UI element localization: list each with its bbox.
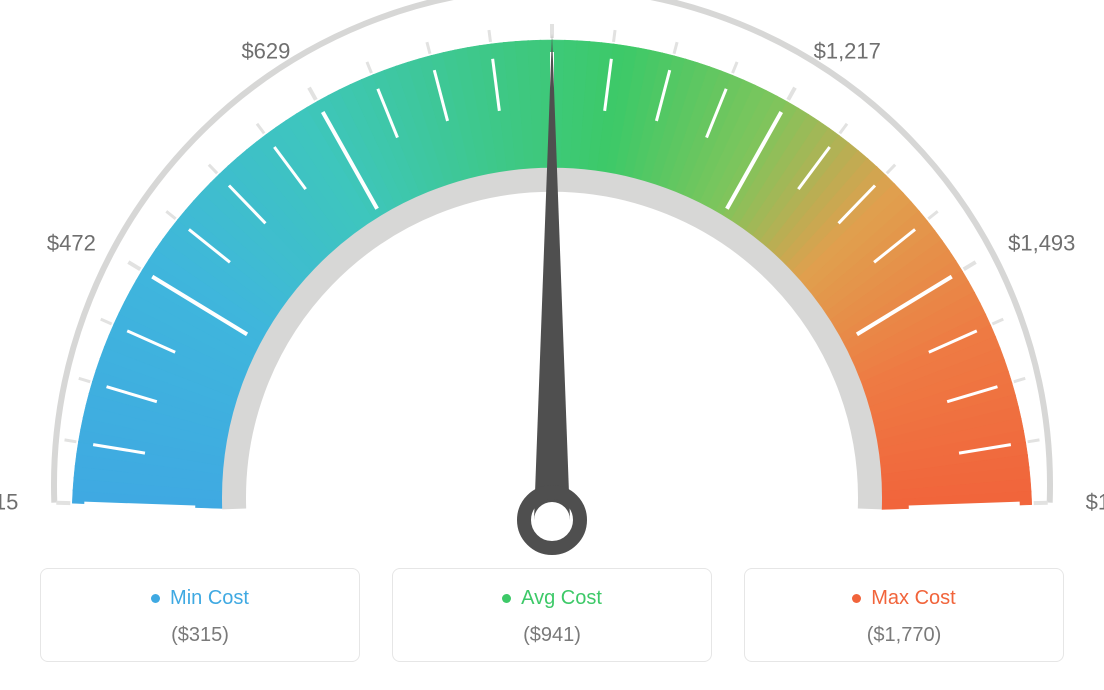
tick-label: $315 xyxy=(0,489,18,514)
tick-label: $1,493 xyxy=(1008,230,1075,255)
tick-label: $1,770 xyxy=(1086,489,1104,514)
tick-label: $1,217 xyxy=(814,38,881,63)
tick-label: $472 xyxy=(47,230,96,255)
legend-value-avg: ($941) xyxy=(405,624,699,647)
legend-title-max: Max Cost xyxy=(871,587,955,610)
legend-card-min: Min Cost ($315) xyxy=(40,568,360,662)
dot-avg xyxy=(502,594,511,603)
cost-gauge: $315$472$629$941$1,217$1,493$1,770 xyxy=(0,0,1104,560)
legend-title-avg: Avg Cost xyxy=(521,587,602,610)
legend-card-max: Max Cost ($1,770) xyxy=(744,568,1064,662)
legend-card-avg: Avg Cost ($941) xyxy=(392,568,712,662)
legend-title-min: Min Cost xyxy=(170,587,249,610)
needle-hub-inner xyxy=(534,502,570,538)
legend-value-max: ($1,770) xyxy=(757,624,1051,647)
dot-min xyxy=(151,594,160,603)
tick-label: $629 xyxy=(241,38,290,63)
gauge-svg: $315$472$629$941$1,217$1,493$1,770 xyxy=(0,0,1104,560)
dot-max xyxy=(852,594,861,603)
legend-value-min: ($315) xyxy=(53,624,347,647)
legend-row: Min Cost ($315) Avg Cost ($941) Max Cost… xyxy=(0,568,1104,662)
